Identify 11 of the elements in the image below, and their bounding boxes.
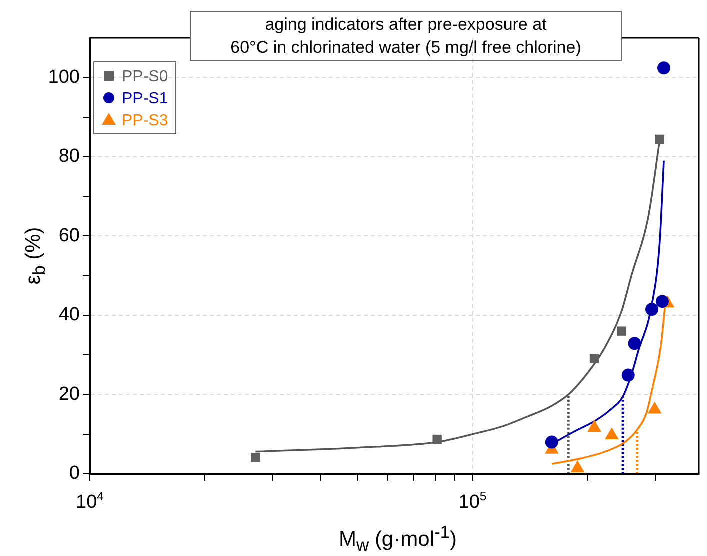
legend-label: PP-S0: [122, 68, 168, 86]
legend-label: PP-S1: [122, 90, 168, 108]
legend-label: PP-S3: [122, 112, 168, 130]
y-tick-label: 80: [58, 146, 80, 168]
y-tick-label: 60: [58, 225, 80, 246]
y-tick-label: 40: [58, 304, 80, 326]
y-tick-label: 20: [58, 384, 80, 405]
y-tick-label: 0: [69, 463, 80, 484]
chart-title: aging indicators after pre-exposure at 60°C in chlorinated water (5 mg/l free chlorine): [190, 11, 622, 61]
y-tick-label: 100: [48, 66, 80, 88]
x-axis-title: M$_{w}$ (g·mol$^{-1}$): [338, 522, 458, 556]
